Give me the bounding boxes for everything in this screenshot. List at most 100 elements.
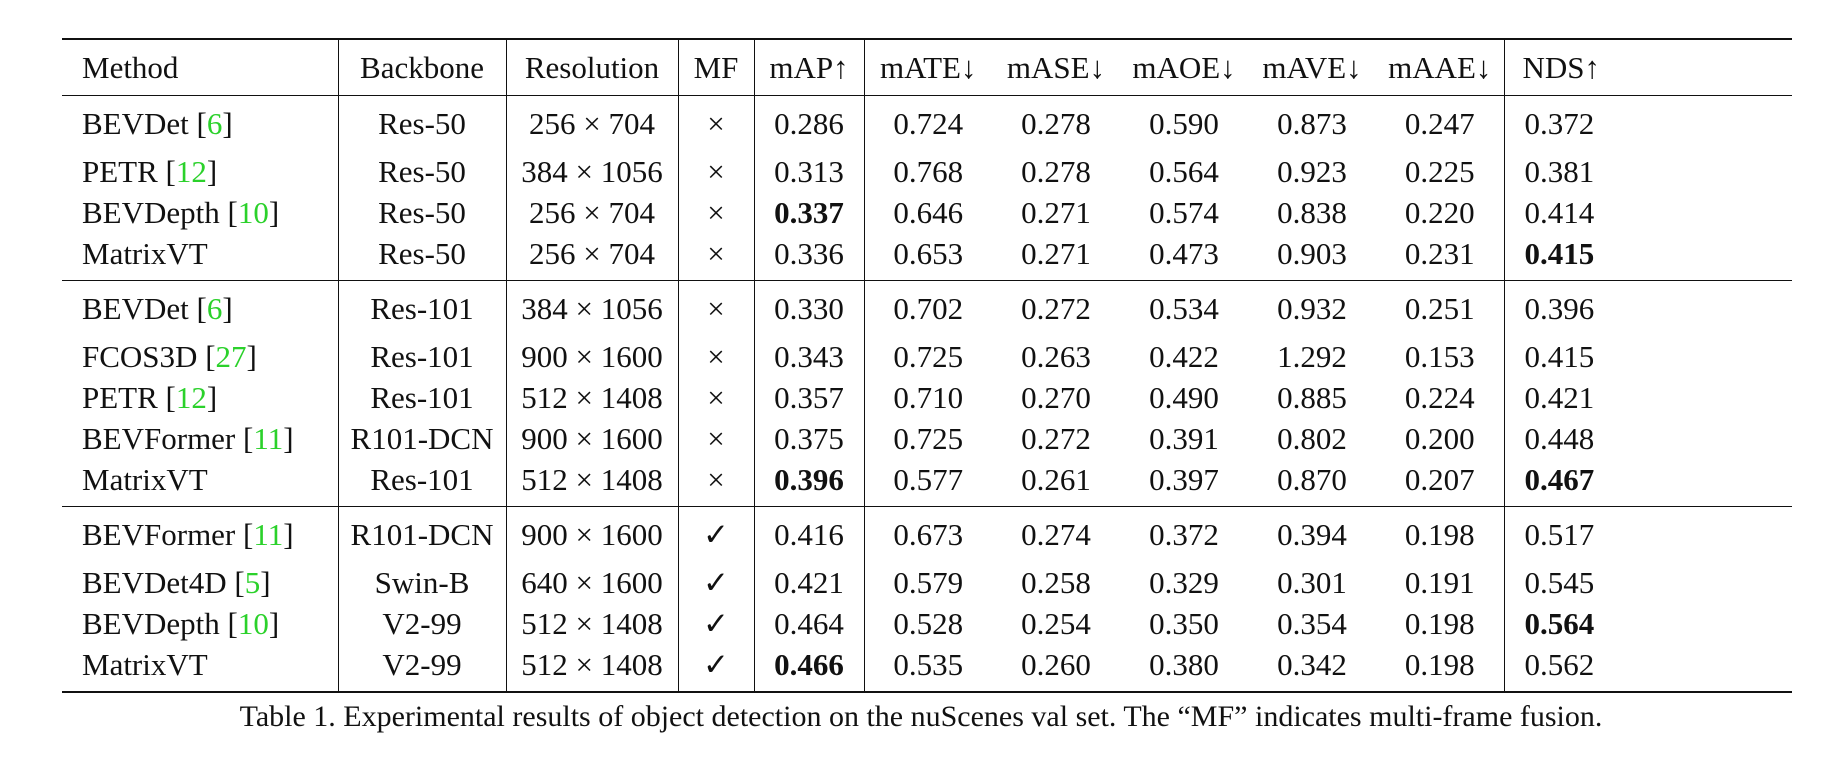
cell-method: BEVDepth [10] <box>62 603 339 644</box>
cell-map: 0.330 <box>754 280 865 336</box>
cell-map: 0.313 <box>754 151 865 192</box>
table-group-3: BEVFormer [11] R101-DCN 900 × 1600 ✓ 0.416 0.… <box>62 506 1792 692</box>
cell-mase: 0.271 <box>1021 195 1091 230</box>
cell-maae: 0.207 <box>1376 459 1505 507</box>
cell-resolution: 256 × 704 <box>506 233 679 281</box>
cell-map: 0.336 <box>754 233 865 281</box>
table-row: MatrixVT V2-99 512 × 1408 ✓ 0.466 0.535 0.260 0… <box>62 644 1792 692</box>
cell-resolution: 384 × 1056 <box>506 280 679 336</box>
cell-method: MatrixVT <box>62 459 339 507</box>
results-table: Method Backbone Resolution MF mAP↑ mATE↓… <box>62 38 1792 693</box>
cell-mate: 0.702 <box>893 291 964 326</box>
cell-mase: 0.254 <box>1021 606 1091 641</box>
cell-mave: 0.838 <box>1277 195 1347 230</box>
cell-mf: × <box>678 151 755 192</box>
cell-maoe: 0.564 <box>1149 154 1219 189</box>
cell-map: 0.375 <box>754 418 865 459</box>
cell-mave: 0.301 <box>1277 565 1347 600</box>
cell-mase: 0.278 <box>1021 106 1091 141</box>
cell-resolution: 900 × 1600 <box>506 418 679 459</box>
cell-map: 0.396 <box>754 459 865 507</box>
citation-link[interactable]: 6 <box>206 106 223 141</box>
cell-maoe: 0.329 <box>1149 565 1219 600</box>
cell-nds: 0.415 <box>1524 236 1595 271</box>
cell-method: BEVDet [6] <box>62 280 339 336</box>
table-group-1: BEVDet [6] Res-50 256 × 704 × 0.286 0.724 0.27… <box>62 95 1792 281</box>
method-name: MatrixVT <box>82 236 208 271</box>
cell-maoe: 0.590 <box>1149 106 1219 141</box>
cell-mate: 0.528 <box>893 606 964 641</box>
header-mate: mATE↓ <box>880 50 977 85</box>
cell-resolution: 256 × 704 <box>506 192 679 233</box>
table-row: BEVDet4D [5] Swin-B 640 × 1600 ✓ 0.421 0.579 0… <box>62 562 1792 603</box>
cell-mate: 0.653 <box>893 236 964 271</box>
cell-nds: 0.448 <box>1524 421 1595 456</box>
cell-mase: 0.260 <box>1021 647 1091 682</box>
cell-mave: 0.802 <box>1277 421 1347 456</box>
table-caption: Table 1. Experimental results of object … <box>239 700 1603 733</box>
cell-method: MatrixVT <box>62 233 339 281</box>
cell-resolution: 900 × 1600 <box>506 506 679 562</box>
method-name: BEVFormer <box>82 421 236 456</box>
cell-mf: ✓ <box>678 562 755 603</box>
cell-resolution: 512 × 1408 <box>506 377 679 418</box>
cell-nds: 0.517 <box>1524 517 1595 552</box>
cell-method: MatrixVT <box>62 644 339 692</box>
citation-link[interactable]: 6 <box>206 291 223 326</box>
cell-mase: 0.272 <box>1021 291 1091 326</box>
cell-mf: ✓ <box>678 644 755 692</box>
citation-link[interactable]: 11 <box>253 517 284 552</box>
cell-maoe: 0.574 <box>1149 195 1219 230</box>
cell-method: BEVFormer [11] <box>62 506 339 562</box>
cell-mf: × <box>678 459 755 507</box>
cell-maae: 0.198 <box>1376 603 1505 644</box>
citation-link[interactable]: 12 <box>175 154 207 189</box>
table-row: MatrixVT Res-101 512 × 1408 × 0.396 0.577 0.26… <box>62 459 1792 507</box>
cell-mate: 0.725 <box>893 339 964 374</box>
cell-mave: 0.923 <box>1277 154 1347 189</box>
cell-mf: ✓ <box>678 506 755 562</box>
cell-mave: 0.870 <box>1277 462 1347 497</box>
cell-nds: 0.564 <box>1524 606 1595 641</box>
cell-mate: 0.579 <box>893 565 964 600</box>
method-name: BEVDepth <box>82 195 220 230</box>
cell-resolution: 256 × 704 <box>506 95 679 151</box>
table-row: BEVDepth [10] V2-99 512 × 1408 ✓ 0.464 0.528 0… <box>62 603 1792 644</box>
header-backbone: Backbone <box>338 39 507 96</box>
cell-mf: × <box>678 192 755 233</box>
cell-mave: 0.394 <box>1277 517 1347 552</box>
cell-backbone: Res-50 <box>338 95 507 151</box>
cell-backbone: Res-101 <box>338 336 507 377</box>
cell-mave: 0.354 <box>1277 606 1347 641</box>
table-row: BEVFormer [11] R101-DCN 900 × 1600 ✓ 0.416 0.… <box>62 506 1792 562</box>
cell-mase: 0.272 <box>1021 421 1091 456</box>
cell-maae: 0.225 <box>1376 151 1505 192</box>
cell-method: BEVFormer [11] <box>62 418 339 459</box>
citation-link[interactable]: 10 <box>237 195 269 230</box>
table-row: BEVFormer [11] R101-DCN 900 × 1600 × 0.375 0.… <box>62 418 1792 459</box>
cell-mave: 0.873 <box>1277 106 1347 141</box>
citation-link[interactable]: 10 <box>237 606 269 641</box>
cell-mave: 0.903 <box>1277 236 1347 271</box>
method-name: FCOS3D <box>82 339 198 374</box>
header-mf: MF <box>678 39 755 96</box>
method-name: PETR <box>82 154 158 189</box>
citation-link[interactable]: 5 <box>244 565 261 600</box>
cell-mave: 0.885 <box>1277 380 1347 415</box>
method-name: MatrixVT <box>82 647 208 682</box>
cell-mase: 0.261 <box>1021 462 1091 497</box>
citation-link[interactable]: 11 <box>253 421 284 456</box>
cell-method: BEVDet [6] <box>62 95 339 151</box>
header-map: mAP↑ <box>754 39 865 96</box>
cell-mase: 0.274 <box>1021 517 1091 552</box>
cell-backbone: R101-DCN <box>338 506 507 562</box>
cell-method: PETR [12] <box>62 377 339 418</box>
cell-backbone: V2-99 <box>338 644 507 692</box>
citation-link[interactable]: 12 <box>175 380 207 415</box>
header-row: Method Backbone Resolution MF mAP↑ mATE↓… <box>62 39 1792 96</box>
cell-mate: 0.725 <box>893 421 964 456</box>
cell-mase: 0.271 <box>1021 236 1091 271</box>
cell-method: PETR [12] <box>62 151 339 192</box>
citation-link[interactable]: 27 <box>215 339 247 374</box>
method-name: MatrixVT <box>82 462 208 497</box>
